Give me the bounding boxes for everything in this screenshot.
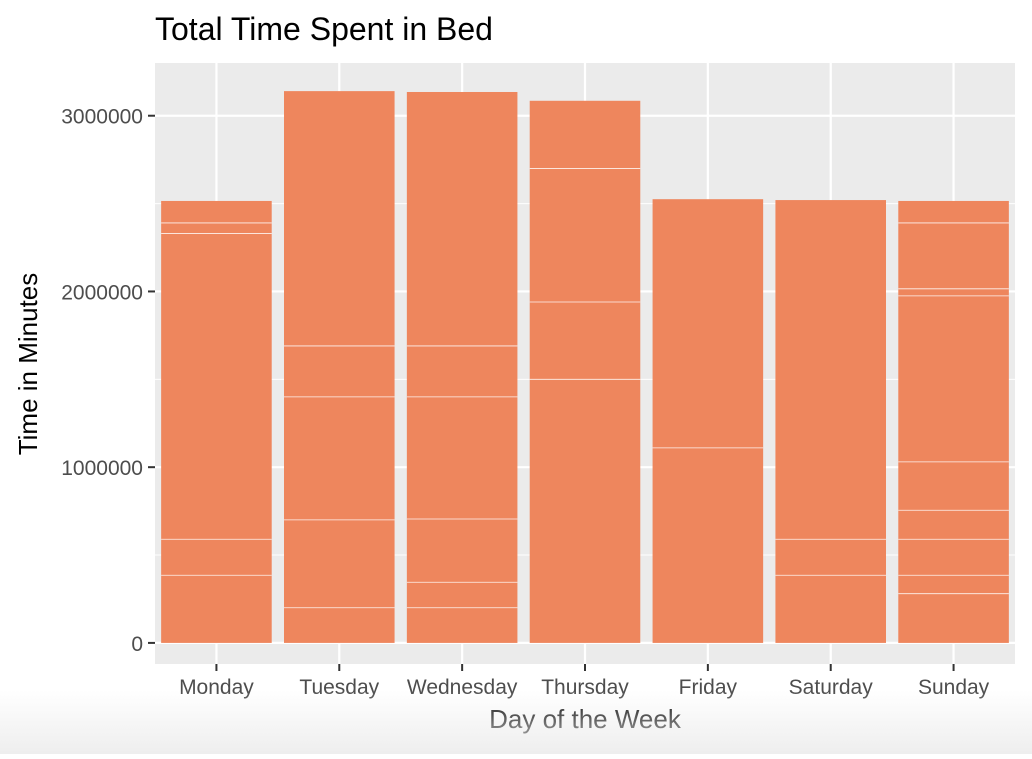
x-tick-label: Wednesday bbox=[407, 676, 518, 699]
y-tick-label: 3000000 bbox=[61, 106, 143, 129]
bar-saturday bbox=[775, 200, 886, 643]
y-tick-label: 2000000 bbox=[61, 281, 143, 304]
x-tick-label: Monday bbox=[179, 676, 254, 699]
x-tick-label: Tuesday bbox=[299, 676, 379, 699]
y-tick-label: 0 bbox=[131, 633, 143, 656]
bar-friday bbox=[652, 199, 764, 643]
bar-sunday bbox=[898, 200, 1009, 643]
bar-wednesday bbox=[406, 91, 518, 643]
x-tick-label: Saturday bbox=[789, 676, 874, 699]
bar-thursday bbox=[529, 100, 641, 643]
bar-monday bbox=[161, 200, 272, 643]
x-axis-title: Day of the Week bbox=[489, 704, 682, 734]
x-tick-label: Friday bbox=[679, 676, 738, 699]
y-tick-label: 1000000 bbox=[61, 457, 143, 480]
chart-title: Total Time Spent in Bed bbox=[155, 11, 493, 47]
bar-tuesday bbox=[284, 91, 395, 643]
y-axis-title: Time in Minutes bbox=[13, 273, 43, 456]
x-tick-label: Thursday bbox=[541, 676, 629, 699]
x-tick-label: Sunday bbox=[918, 676, 990, 699]
